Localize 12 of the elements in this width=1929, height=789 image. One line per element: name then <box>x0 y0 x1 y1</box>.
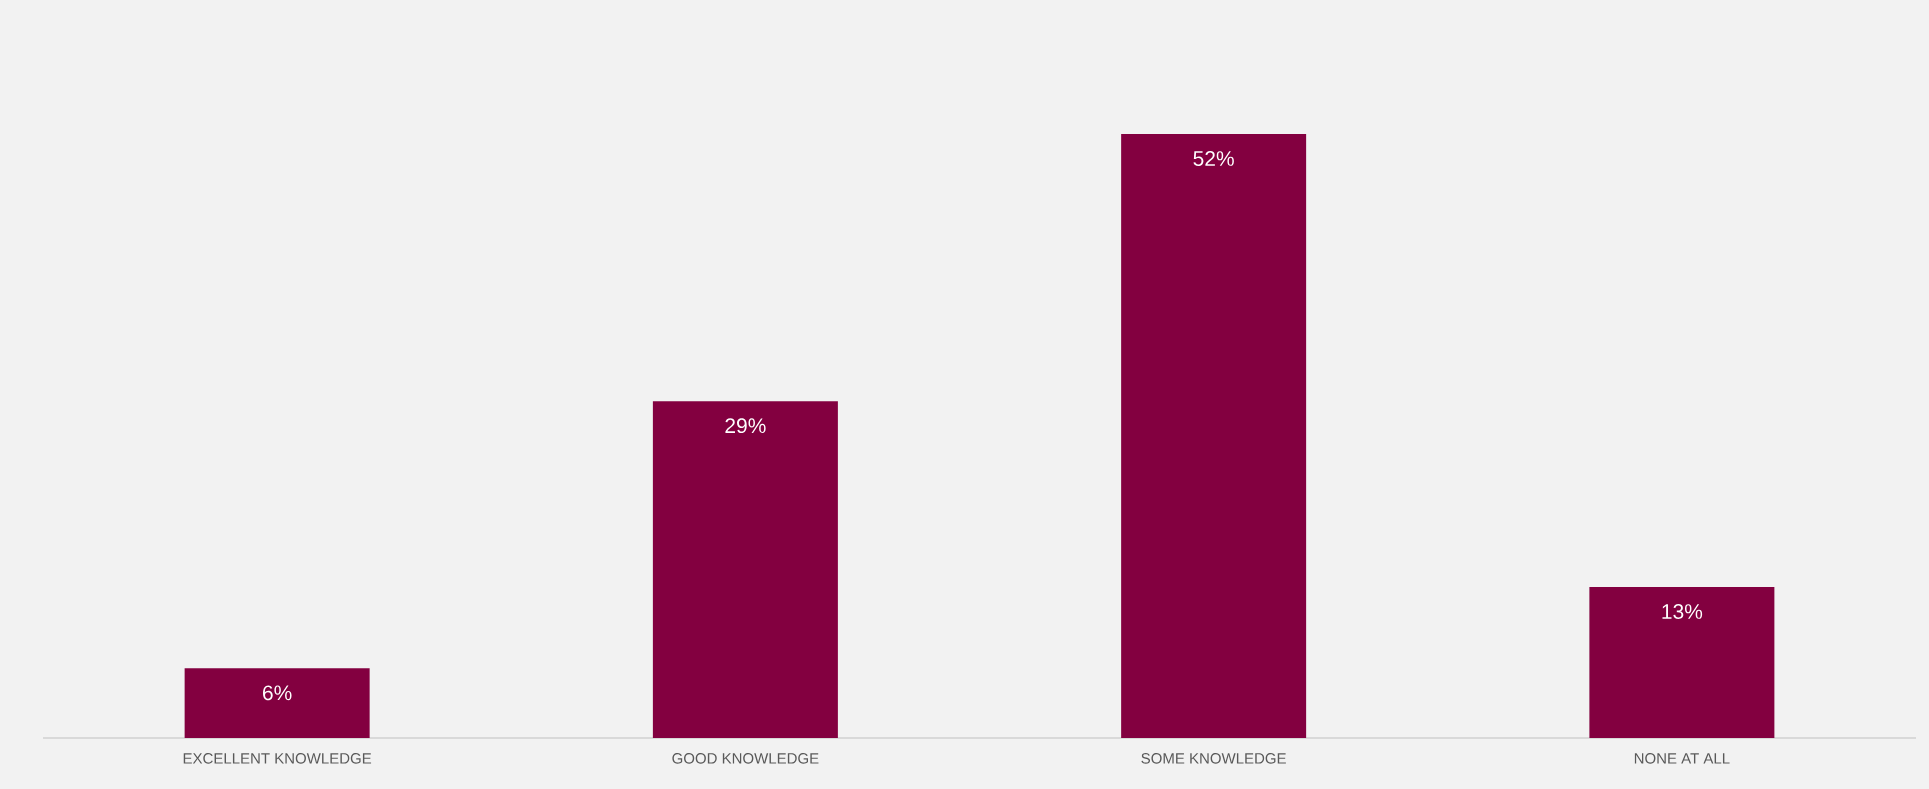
x-tick-label: EXCELLENT KNOWLEDGE <box>183 753 372 764</box>
data-label: 13% <box>1662 604 1703 619</box>
data-label: 52% <box>1193 151 1234 166</box>
x-tick-label: SOME KNOWLEDGE <box>1141 753 1286 764</box>
x-tick-label: NONE AT ALL <box>1634 753 1730 764</box>
bar <box>1589 587 1775 738</box>
x-tick-label: GOOD KNOWLEDGE <box>672 753 819 764</box>
data-label: 29% <box>725 418 766 434</box>
bar <box>652 401 838 738</box>
bar <box>184 668 370 738</box>
data-label: 6% <box>263 685 292 701</box>
bar <box>1121 134 1307 738</box>
